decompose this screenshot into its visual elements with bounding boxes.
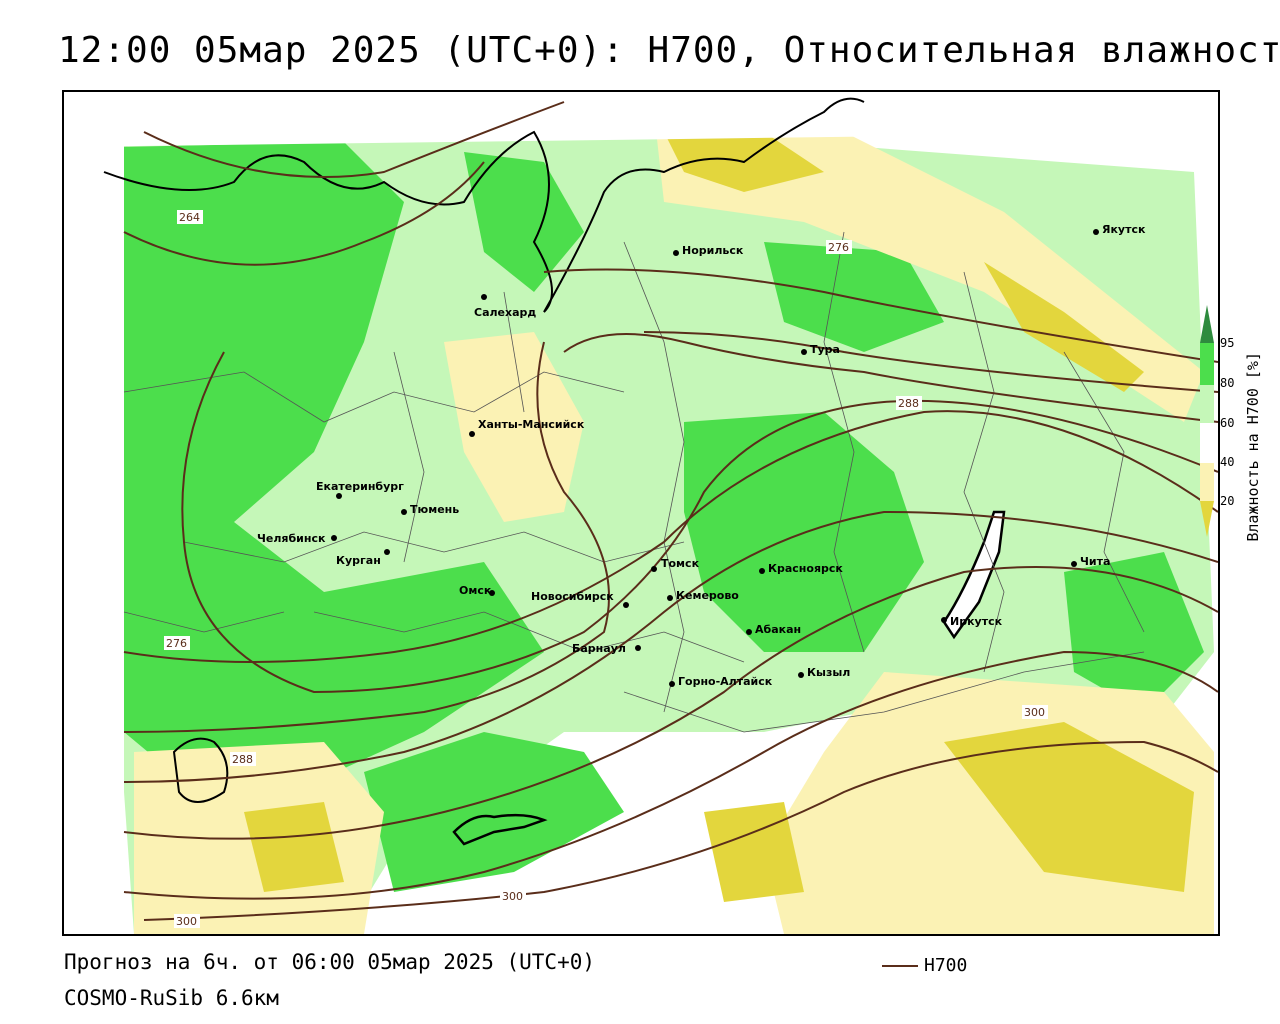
city-dot-tomsk [651, 566, 657, 572]
city-dot-tura [801, 349, 807, 355]
h700-legend-swatch [882, 964, 918, 967]
outside-domain-north [64, 92, 1218, 147]
city-dot-yakutsk [1093, 229, 1099, 235]
colorbar-tick: 60 [1220, 416, 1234, 430]
city-dot-omsk [489, 590, 495, 596]
city-label-irkutsk: Иркутск [950, 615, 1003, 628]
h700-legend: H700 [882, 955, 967, 976]
isoline-label: 300 [176, 915, 197, 928]
city-label-chita: Чита [1080, 555, 1110, 568]
city-dot-krasnoyarsk [759, 568, 765, 574]
city-label-barnaul: Барнаул [572, 642, 626, 655]
isoline-label: 288 [232, 753, 253, 766]
colorbar-20-40 [1200, 463, 1214, 501]
city-label-yekaterinburg: Екатеринбург [316, 480, 404, 493]
city-dot-kurgan [384, 549, 390, 555]
map-area[interactable]: 264 276 276 288 288 300 300 300 Якутск Н… [62, 90, 1220, 936]
colorbar-60-80 [1200, 385, 1214, 423]
city-label-kurgan: Курган [336, 554, 381, 567]
caspian-aral [172, 737, 229, 803]
forecast-info: Прогноз на 6ч. от 06:00 05мар 2025 (UTC+… [64, 950, 596, 974]
city-label-kyzyl: Кызыл [807, 666, 850, 679]
h700-isolines [123, 101, 1218, 921]
city-label-tyumen: Тюмень [410, 503, 459, 516]
city-dot-chelyabinsk [331, 535, 337, 541]
humidity-below-20-southwest [244, 802, 344, 892]
city-label-novosibirsk: Новосибирск [531, 590, 614, 603]
isoline-label: 288 [898, 397, 919, 410]
colorbar-80-95 [1200, 343, 1214, 385]
city-markers: Якутск Норильск Салехард Тура Ханты-Манс… [257, 223, 1146, 688]
humidity-80-95-north [464, 152, 584, 292]
city-label-khanty-mansiysk: Ханты-Мансийск [478, 418, 585, 431]
city-dot-irkutsk [941, 617, 947, 623]
city-label-krasnoyarsk: Красноярск [768, 562, 843, 575]
humidity-80-95-south [364, 732, 624, 892]
city-label-tura: Тура [810, 343, 840, 356]
model-name: COSMO-RuSib 6.6км [64, 986, 279, 1010]
city-label-yakutsk: Якутск [1102, 223, 1146, 236]
humidity-below-20-southeast [944, 722, 1194, 892]
lake-baikal [942, 510, 1006, 640]
humidity-80-95-northeast [764, 242, 944, 352]
city-dot-abakan [746, 629, 752, 635]
outside-domain-west [64, 92, 124, 934]
humidity-below-20-south [704, 802, 804, 902]
city-label-tomsk: Томск [661, 557, 700, 570]
city-dot-tyumen [401, 509, 407, 515]
colorbar-title: Влажность на H700 [%] [1244, 352, 1262, 542]
colorbar-tick: 95 [1220, 336, 1234, 350]
humidity-colorbar: 95 80 60 40 20 [1196, 305, 1276, 595]
map-title: 12:00 05мар 2025 (UTC+0): H700, Относите… [58, 30, 1280, 71]
isoline-label: 276 [166, 637, 187, 650]
city-dot-khanty-mansiysk [469, 431, 475, 437]
arctic-coastline [103, 97, 865, 313]
isoline-label-group: 264 276 276 288 288 300 300 300 [164, 210, 1048, 928]
isoline-label: 264 [179, 211, 200, 224]
city-dot-kyzyl [798, 672, 804, 678]
city-dot-yekaterinburg [336, 493, 342, 499]
city-label-chelyabinsk: Челябинск [257, 532, 326, 545]
lake-balkhash [452, 813, 548, 846]
city-dot-kemerovo [667, 595, 673, 601]
colorbar-tick: 20 [1220, 494, 1234, 508]
isoline-label: 276 [828, 241, 849, 254]
city-dot-chita [1071, 561, 1077, 567]
colorbar-40-60 [1200, 423, 1214, 463]
humidity-map: 264 276 276 288 288 300 300 300 Якутск Н… [64, 92, 1218, 934]
city-label-omsk: Омск [459, 584, 492, 597]
colorbar-above95 [1200, 305, 1214, 343]
region-borders [123, 231, 1145, 733]
city-dot-salekhard [481, 294, 487, 300]
h700-legend-label: H700 [924, 955, 968, 976]
city-label-norilsk: Норильск [682, 244, 744, 257]
colorbar-tick: 40 [1220, 455, 1234, 469]
city-label-salekhard: Салехард [474, 306, 536, 319]
city-label-abakan: Абакан [755, 623, 801, 636]
colorbar-tick: 80 [1220, 376, 1234, 390]
city-dot-novosibirsk [623, 602, 629, 608]
humidity-20-40-center [444, 332, 584, 522]
isoline-label: 300 [1024, 706, 1045, 719]
city-dot-barnaul [635, 645, 641, 651]
city-dot-norilsk [673, 250, 679, 256]
city-label-gorno-altaysk: Горно-Алтайск [678, 675, 773, 688]
humidity-80-95-east [1064, 552, 1204, 712]
isoline-label: 300 [502, 890, 523, 903]
colorbar-below20 [1200, 501, 1214, 537]
humidity-80-95-west [119, 142, 544, 782]
humidity-below-20-far-ne [984, 262, 1144, 392]
city-label-kemerovo: Кемерово [676, 589, 739, 602]
city-dot-gorno-altaysk [669, 681, 675, 687]
